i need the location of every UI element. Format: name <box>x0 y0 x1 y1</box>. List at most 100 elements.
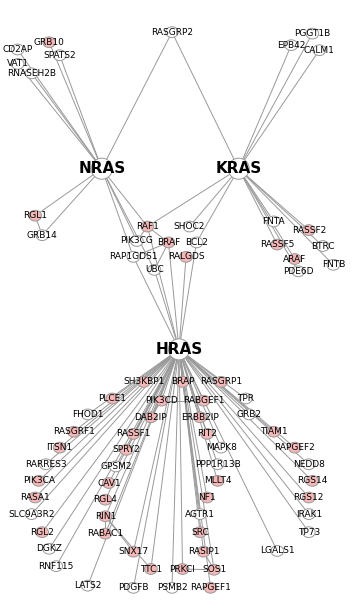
Text: BTRC: BTRC <box>311 242 335 250</box>
Ellipse shape <box>292 266 305 277</box>
Ellipse shape <box>127 428 140 439</box>
Ellipse shape <box>303 509 315 520</box>
Ellipse shape <box>106 393 118 404</box>
Text: ERBB2IP: ERBB2IP <box>181 412 219 422</box>
Text: FHOD1: FHOD1 <box>72 410 103 419</box>
Ellipse shape <box>201 428 213 439</box>
Ellipse shape <box>127 547 140 557</box>
Ellipse shape <box>82 409 94 420</box>
Ellipse shape <box>271 545 284 556</box>
Ellipse shape <box>306 28 319 39</box>
Text: GPSM2: GPSM2 <box>100 462 132 471</box>
Text: DGKZ: DGKZ <box>36 544 62 553</box>
Ellipse shape <box>25 509 38 520</box>
Ellipse shape <box>208 564 221 575</box>
Text: BRAF: BRAF <box>157 238 180 247</box>
Text: RASGRP2: RASGRP2 <box>151 28 193 37</box>
Ellipse shape <box>82 580 94 591</box>
Ellipse shape <box>99 528 112 539</box>
Ellipse shape <box>267 427 280 437</box>
Ellipse shape <box>43 543 55 554</box>
Ellipse shape <box>183 221 196 232</box>
Text: PRKCI: PRKCI <box>170 564 195 573</box>
Ellipse shape <box>99 511 112 521</box>
Text: SHOC2: SHOC2 <box>174 222 205 231</box>
Text: SRC: SRC <box>191 528 209 537</box>
Text: PSMB2: PSMB2 <box>157 583 187 592</box>
Text: PDGFB: PDGFB <box>118 583 149 592</box>
Text: RIN1: RIN1 <box>95 512 116 521</box>
Text: KRAS: KRAS <box>216 161 262 176</box>
Ellipse shape <box>201 492 213 503</box>
Ellipse shape <box>50 561 63 572</box>
Text: CAV1: CAV1 <box>97 479 121 488</box>
Ellipse shape <box>11 59 24 69</box>
Text: RNF115: RNF115 <box>39 562 74 570</box>
Text: NF1: NF1 <box>198 493 216 502</box>
Text: RASIP1: RASIP1 <box>188 547 219 556</box>
Ellipse shape <box>155 395 168 406</box>
Ellipse shape <box>303 492 315 503</box>
Text: RAP1GDS1: RAP1GDS1 <box>109 252 158 261</box>
Text: VAT1: VAT1 <box>6 59 29 69</box>
Ellipse shape <box>267 216 280 227</box>
Ellipse shape <box>148 264 161 275</box>
Text: PPP1R13B: PPP1R13B <box>195 460 241 469</box>
Text: GRB2: GRB2 <box>237 410 262 419</box>
Ellipse shape <box>303 527 315 537</box>
Ellipse shape <box>39 459 52 469</box>
Ellipse shape <box>169 339 189 360</box>
Ellipse shape <box>271 239 284 250</box>
Ellipse shape <box>194 527 206 537</box>
Text: MLLT4: MLLT4 <box>204 476 231 485</box>
Text: UBC: UBC <box>145 266 164 274</box>
Ellipse shape <box>316 241 329 252</box>
Ellipse shape <box>313 45 326 56</box>
Ellipse shape <box>176 564 189 575</box>
Text: RASA1: RASA1 <box>20 493 50 502</box>
Ellipse shape <box>215 376 227 387</box>
Ellipse shape <box>306 476 319 487</box>
Ellipse shape <box>53 50 66 61</box>
Text: RGL2: RGL2 <box>30 528 54 537</box>
Text: TP73: TP73 <box>298 528 320 537</box>
Text: SOS1: SOS1 <box>202 565 226 574</box>
Ellipse shape <box>176 376 189 387</box>
Ellipse shape <box>285 40 297 51</box>
Ellipse shape <box>166 27 178 37</box>
Text: RGL1: RGL1 <box>23 211 47 220</box>
Ellipse shape <box>240 393 252 404</box>
Ellipse shape <box>102 478 115 488</box>
Ellipse shape <box>29 492 42 503</box>
Text: GRB10: GRB10 <box>34 38 65 47</box>
Ellipse shape <box>141 221 154 232</box>
Text: LATS2: LATS2 <box>74 581 101 590</box>
Text: TPR: TPR <box>237 394 254 403</box>
Text: CALM1: CALM1 <box>304 46 335 54</box>
Text: RALGDS: RALGDS <box>168 252 204 261</box>
Text: ARAF: ARAF <box>283 255 306 264</box>
Ellipse shape <box>127 252 140 262</box>
Text: PIK3CG: PIK3CG <box>120 236 153 245</box>
Ellipse shape <box>289 253 301 264</box>
Text: EPB42: EPB42 <box>277 40 305 50</box>
Text: PDE6D: PDE6D <box>283 267 314 276</box>
Text: SPRY2: SPRY2 <box>112 446 140 454</box>
Text: RGS12: RGS12 <box>294 493 324 502</box>
Ellipse shape <box>36 527 48 537</box>
Text: RAPGEF1: RAPGEF1 <box>190 583 231 592</box>
Text: RABGEF1: RABGEF1 <box>183 396 224 405</box>
Ellipse shape <box>67 427 80 437</box>
Ellipse shape <box>99 494 112 505</box>
Text: GRB14: GRB14 <box>27 231 58 240</box>
Text: ITSN1: ITSN1 <box>47 443 73 452</box>
Ellipse shape <box>127 583 140 593</box>
Text: RGS14: RGS14 <box>297 476 328 485</box>
Text: RAPGEF2: RAPGEF2 <box>274 443 315 452</box>
Text: RARRES3: RARRES3 <box>25 460 67 469</box>
Text: PIK3CA: PIK3CA <box>23 476 55 485</box>
Ellipse shape <box>145 564 157 575</box>
Text: PGGT1B: PGGT1B <box>294 29 330 38</box>
Text: SH3KBP1: SH3KBP1 <box>123 378 165 386</box>
Text: PIK3CD: PIK3CD <box>145 396 178 405</box>
